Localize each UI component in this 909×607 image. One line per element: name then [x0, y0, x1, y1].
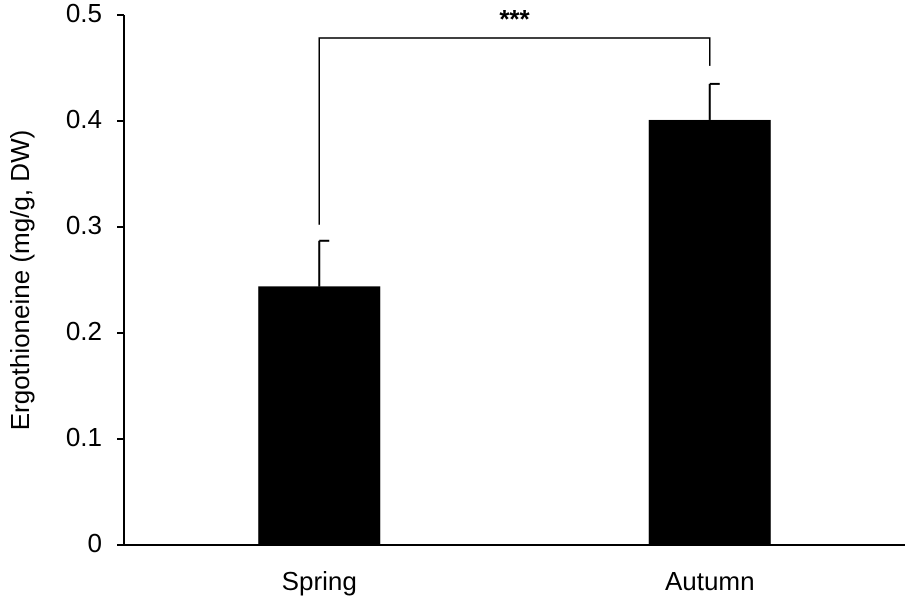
significance-label: *** — [499, 4, 530, 34]
y-tick-label: 0.2 — [66, 316, 102, 346]
y-tick-label: 0 — [88, 528, 102, 558]
y-tick-label: 0.1 — [66, 422, 102, 452]
bar — [258, 286, 381, 545]
x-tick-label: Autumn — [665, 566, 755, 596]
x-tick-label: Spring — [282, 566, 357, 596]
y-tick-label: 0.5 — [66, 0, 102, 28]
y-axis-label: Ergothioneine (mg/g, DW) — [5, 130, 35, 431]
y-tick-label: 0.4 — [66, 104, 102, 134]
significance-bracket — [318, 37, 711, 225]
bar — [648, 119, 771, 545]
y-tick-label: 0.3 — [66, 210, 102, 240]
